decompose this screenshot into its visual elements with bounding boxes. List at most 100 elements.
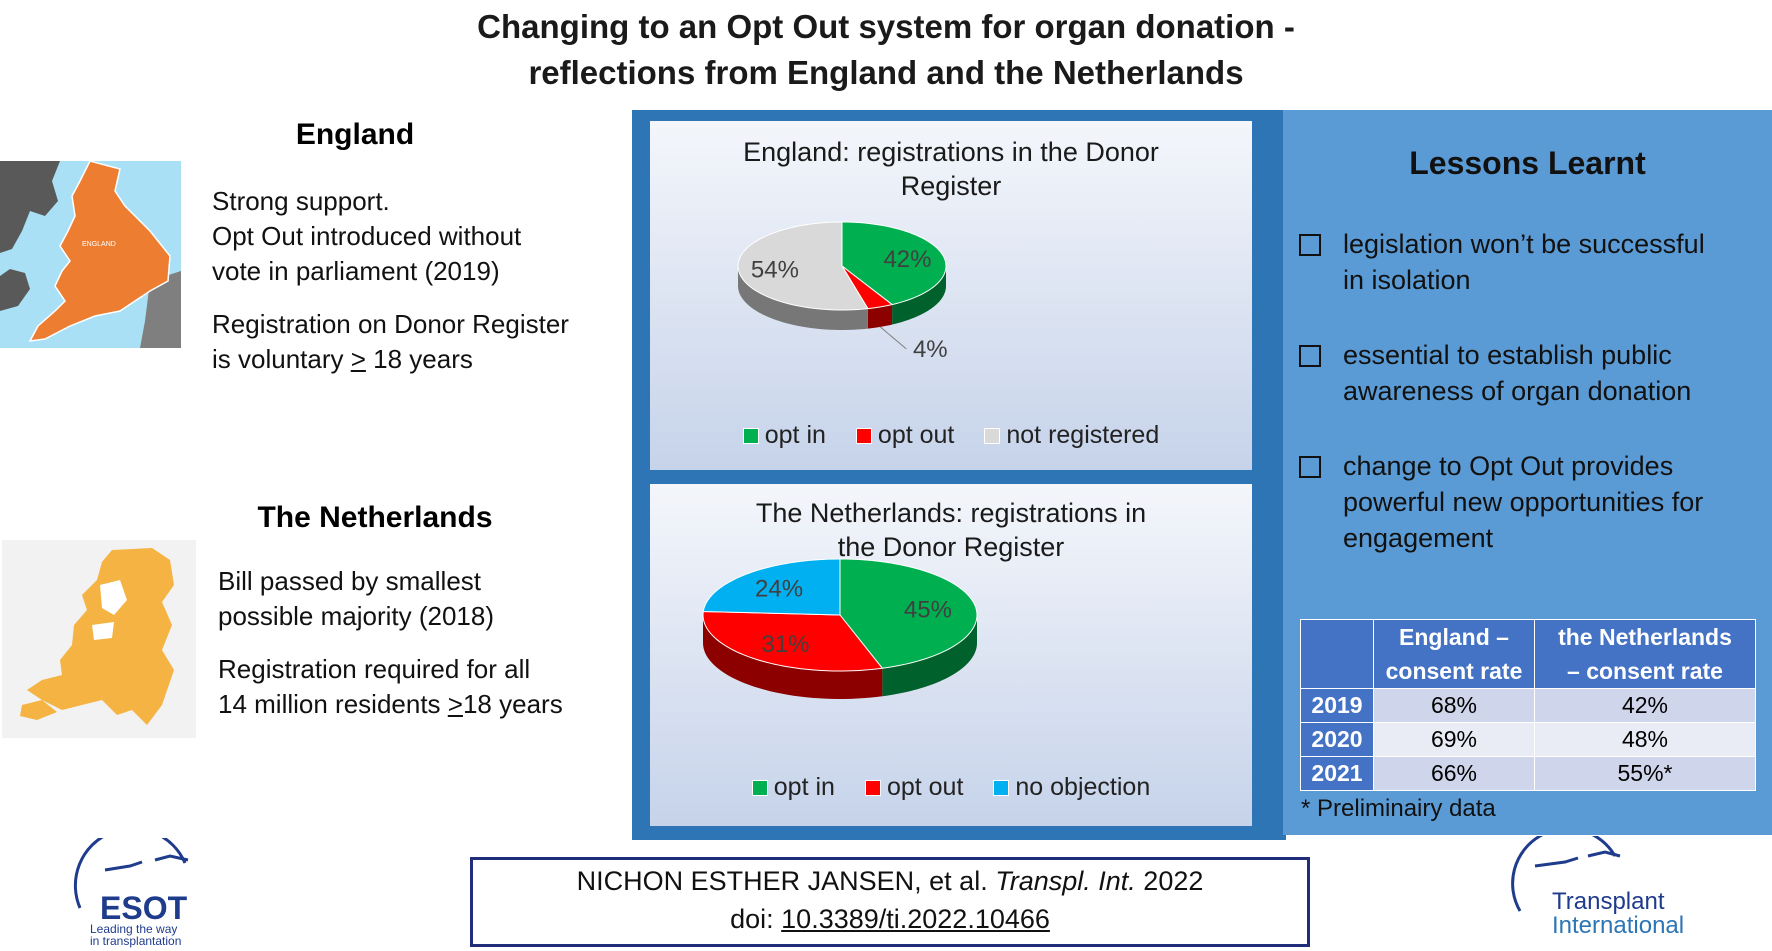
- esot-logo-text: ESOT: [100, 890, 188, 926]
- pie-slice-side: [892, 266, 946, 325]
- header-line: England –: [1399, 624, 1509, 650]
- netherlands-chart-panel: The Netherlands: registrations in the Do…: [650, 484, 1252, 826]
- pie-slice-side: [882, 615, 977, 697]
- text-fragment: 18 years: [365, 344, 473, 374]
- header-line: the Netherlands: [1558, 624, 1732, 650]
- pie-slice: [702, 558, 841, 616]
- lessons-panel: Lessons Learnt legislation won’t be succ…: [1283, 110, 1772, 835]
- netherlands-text-line: possible majority (2018): [218, 601, 495, 631]
- chart-title-line: the Donor Register: [837, 532, 1065, 562]
- esot-tagline-line: in transplantation: [90, 934, 182, 948]
- doi-link[interactable]: 10.3389/ti.2022.10466: [781, 904, 1050, 934]
- table-footnote: * Preliminairy data: [1301, 795, 1496, 822]
- title-line-2: reflections from England and the Netherl…: [528, 54, 1244, 91]
- legend-label: opt out: [886, 773, 964, 801]
- netherlands-text-line: 14 million residents >18 years: [218, 687, 628, 722]
- lesson-line: powerful new opportunities for: [1343, 487, 1704, 517]
- lesson-line: awareness of organ donation: [1343, 376, 1692, 406]
- lesson-text: legislation won’t be successful in isola…: [1343, 226, 1705, 298]
- table-row: 2020 69% 48%: [1300, 722, 1756, 757]
- doi-prefix: doi:: [730, 904, 774, 934]
- england-chart-title: England: registrations in the Donor Regi…: [650, 135, 1252, 203]
- table-header-netherlands: the Netherlands – consent rate: [1534, 619, 1756, 689]
- pie-slice-side: [867, 304, 893, 329]
- netherlands-rate-cell: 42%: [1534, 688, 1756, 723]
- ti-logo-text-2: International: [1552, 912, 1685, 939]
- england-text-line: Strong support.: [212, 186, 390, 216]
- england-text-line: is voluntary > 18 years: [212, 342, 632, 377]
- lesson-line: change to Opt Out provides: [1343, 451, 1674, 481]
- legend-label: no objection: [1015, 773, 1151, 801]
- lesson-line: legislation won’t be successful: [1343, 229, 1705, 259]
- citation-line-1: NICHON ESTHER JANSEN, et al. Transpl. In…: [473, 862, 1307, 900]
- table-header-england: England – consent rate: [1373, 619, 1535, 689]
- citation-authors: NICHON ESTHER JANSEN, et al.: [576, 866, 988, 896]
- transplant-international-logo-icon: [1511, 827, 1621, 912]
- legend-swatch: [993, 779, 1010, 796]
- pie-slice: [841, 265, 894, 310]
- title-line-1: Changing to an Opt Out system for organ …: [477, 8, 1295, 45]
- pie-slice: [702, 610, 884, 672]
- netherlands-heading: The Netherlands: [257, 501, 493, 534]
- england-heading: England: [295, 118, 415, 151]
- england-rate-cell: 66%: [1373, 756, 1535, 791]
- pie-slice-side: [738, 266, 868, 330]
- pie-slice: [839, 558, 978, 669]
- citation-line-2: doi: 10.3389/ti.2022.10466: [473, 900, 1307, 938]
- citation-year: 2022: [1143, 866, 1204, 896]
- leader-line: [879, 326, 907, 350]
- legend-swatch: [742, 427, 759, 444]
- legend-item-opt-out: opt out: [855, 421, 955, 450]
- page-title: Changing to an Opt Out system for organ …: [0, 4, 1772, 96]
- netherlands-chart-title: The Netherlands: registrations in the Do…: [650, 496, 1252, 564]
- lesson-line: engagement: [1343, 523, 1494, 553]
- header-line: – consent rate: [1567, 658, 1723, 684]
- england-rate-cell: 68%: [1373, 688, 1535, 723]
- lesson-item: legislation won’t be successful in isola…: [1299, 226, 1759, 298]
- netherlands-pie-chart: 45% 31% 24%: [702, 558, 978, 699]
- legend-label: not registered: [1006, 421, 1160, 449]
- legend-label: opt out: [877, 421, 955, 449]
- england-text: Strong support. Opt Out introduced witho…: [212, 184, 632, 377]
- england-text-line: vote in parliament (2019): [212, 256, 500, 286]
- pie-data-label: 42%: [883, 246, 931, 273]
- citation-box: NICHON ESTHER JANSEN, et al. Transpl. In…: [470, 857, 1310, 947]
- ge-symbol: >: [447, 689, 463, 719]
- legend-label: opt in: [773, 773, 835, 801]
- england-chart-panel: England: registrations in the Donor Regi…: [650, 121, 1252, 470]
- text-fragment: 18 years: [462, 689, 563, 719]
- pie-data-label: 54%: [751, 257, 799, 284]
- checkbox-bullet-icon: [1299, 345, 1321, 367]
- chart-title-line: The Netherlands: registrations in: [755, 498, 1147, 528]
- table-row: 2019 68% 42%: [1300, 688, 1756, 723]
- lesson-text: essential to establish public awareness …: [1343, 337, 1691, 409]
- legend-item-opt-in: opt in: [751, 773, 835, 802]
- lesson-text: change to Opt Out provides powerful new …: [1343, 448, 1703, 556]
- legend-item-opt-out: opt out: [864, 773, 964, 802]
- pie-data-label: 31%: [761, 631, 809, 658]
- table-row: 2021 66% 55%*: [1300, 756, 1756, 791]
- checkbox-bullet-icon: [1299, 456, 1321, 478]
- legend-swatch: [855, 427, 872, 444]
- england-map: ENGLAND: [0, 160, 181, 348]
- netherlands-legend: opt in opt out no objection: [650, 773, 1252, 802]
- consent-rate-table: England – consent rate the Netherlands –…: [1300, 619, 1756, 791]
- lessons-title: Lessons Learnt: [1409, 145, 1646, 181]
- legend-swatch: [864, 779, 881, 796]
- england-pie-chart: 42% 4% 54%: [737, 221, 948, 363]
- pie-slice: [841, 221, 947, 306]
- netherlands-rate-cell: 55%*: [1534, 756, 1756, 791]
- england-text-line: Registration on Donor Register: [212, 309, 569, 339]
- legend-item-opt-in: opt in: [742, 421, 826, 450]
- legend-label: opt in: [764, 421, 826, 449]
- lesson-item: change to Opt Out provides powerful new …: [1299, 448, 1759, 556]
- legend-swatch: [984, 427, 1001, 444]
- header-line: consent rate: [1385, 658, 1523, 684]
- esot-tagline-line: Leading the way: [90, 922, 178, 936]
- text-fragment: is voluntary: [212, 344, 351, 374]
- esot-logo: ESOT Leading the way in transplantation: [70, 826, 240, 948]
- legend-item-no-objection: no objection: [993, 773, 1150, 802]
- lesson-line: essential to establish public: [1343, 340, 1672, 370]
- lesson-item: essential to establish public awareness …: [1299, 337, 1759, 409]
- netherlands-map-icon: [20, 548, 174, 725]
